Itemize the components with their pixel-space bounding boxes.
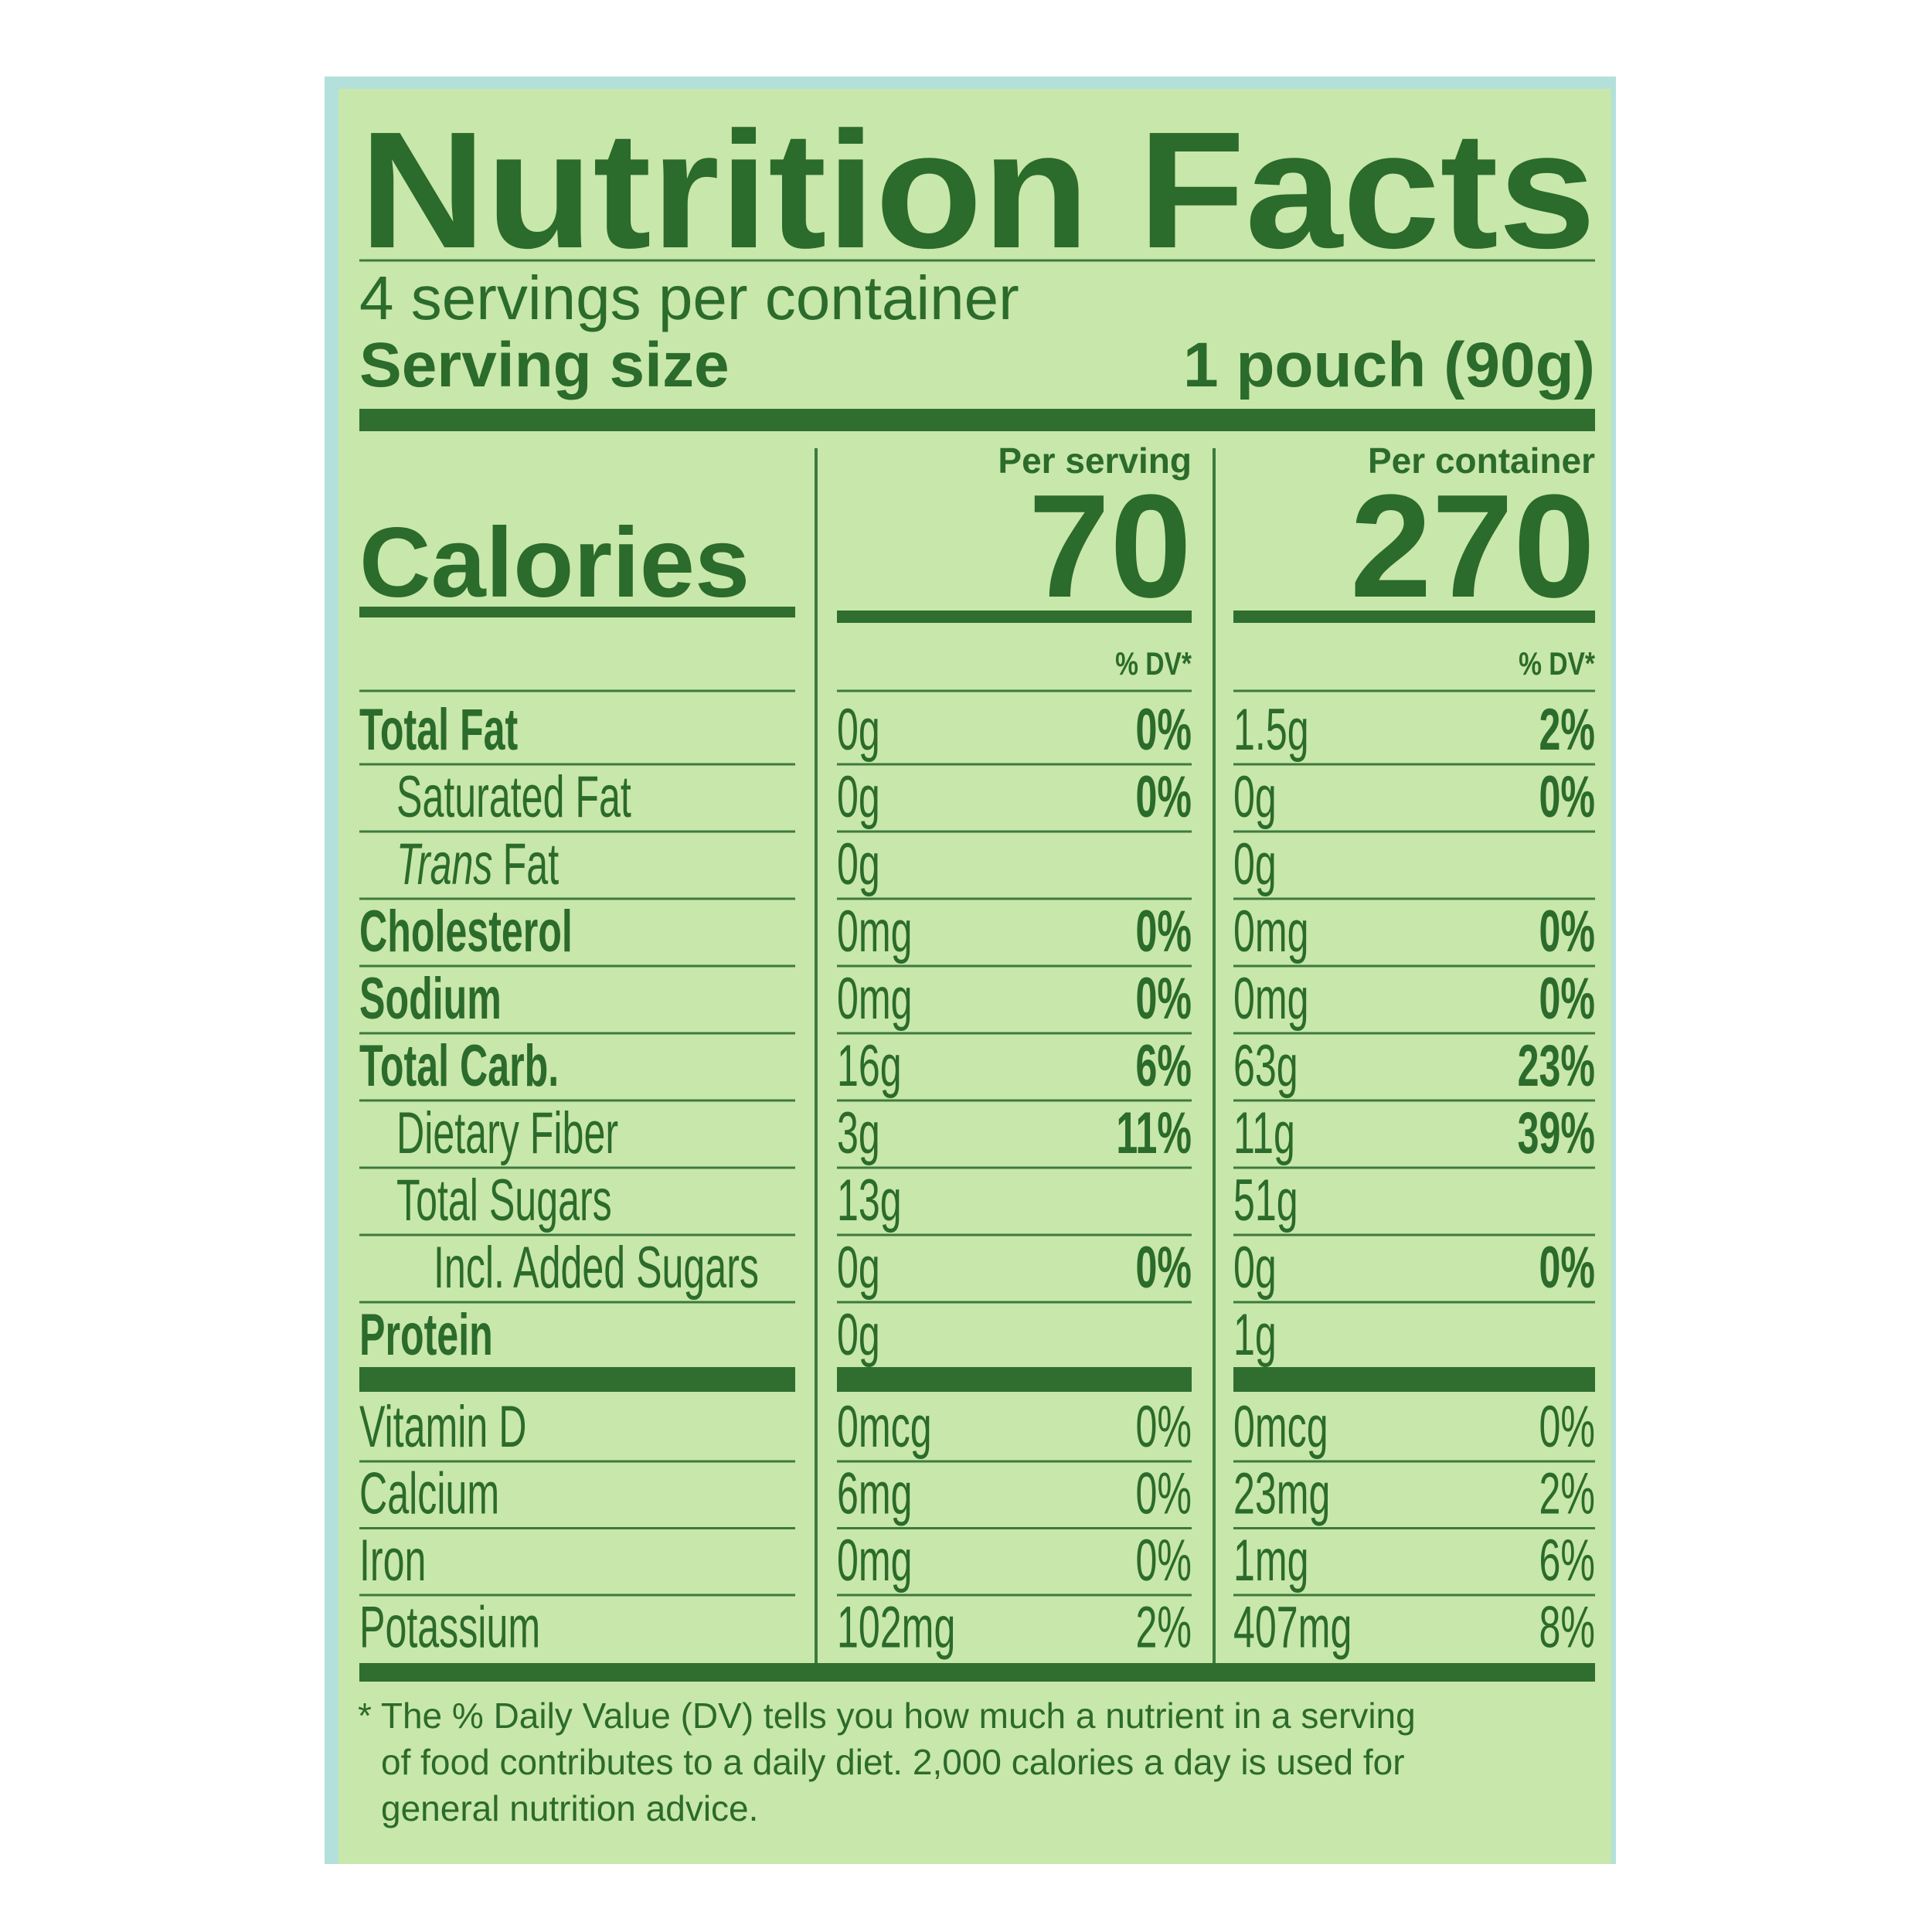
amount: 11g — [1233, 1100, 1295, 1166]
calories-label: Calories — [359, 508, 750, 618]
amount: 0g — [1233, 832, 1277, 897]
servings: 4 servings per container — [359, 264, 1019, 332]
thick-rule — [837, 1367, 1192, 1392]
daily-value: 0% — [1136, 1528, 1192, 1594]
calories-rule — [359, 607, 795, 617]
daily-value: 2% — [1539, 1461, 1595, 1526]
calories-value: 270 — [1350, 464, 1595, 628]
nutrient-name: Vitamin D — [359, 1394, 526, 1460]
amount: 0g — [1233, 1235, 1277, 1301]
amount: 0mcg — [837, 1394, 932, 1460]
amount: 1g — [1233, 1302, 1277, 1368]
amount: 0g — [837, 832, 880, 897]
nutrient-name: Calcium — [359, 1461, 499, 1526]
amount: 13g — [837, 1168, 902, 1233]
daily-value: 6% — [1539, 1528, 1595, 1594]
calories-value: 70 — [1029, 464, 1192, 628]
panel — [338, 89, 1611, 1864]
title: Nutrition Facts — [359, 97, 1596, 283]
amount: 3g — [837, 1100, 880, 1166]
nutrient-name: Protein — [359, 1302, 493, 1368]
amount: 23mg — [1233, 1461, 1330, 1526]
amount: 1.5g — [1233, 697, 1309, 763]
daily-value: 0% — [1136, 1461, 1192, 1526]
amount: 0g — [837, 1235, 880, 1301]
thick-rule — [359, 1367, 795, 1392]
nutrient-name: Incl. Added Sugars — [434, 1235, 759, 1301]
nutrient-name: Total Carb. — [359, 1033, 559, 1099]
nutrient-name: Total Sugars — [396, 1168, 612, 1233]
daily-value: 0% — [1539, 1235, 1595, 1301]
daily-value: 0% — [1136, 1235, 1192, 1301]
daily-value: 0% — [1539, 1394, 1595, 1460]
thick-rule — [359, 409, 1595, 431]
daily-value: 2% — [1136, 1594, 1192, 1660]
serving-size: 1 pouch (90g) — [1183, 330, 1595, 400]
daily-value: 11% — [1116, 1100, 1192, 1166]
amount: 0g — [837, 764, 880, 830]
daily-value: 0% — [1539, 899, 1595, 964]
nutrient-name-rest: Fat — [503, 832, 560, 897]
italic-name: Trans — [396, 832, 492, 897]
calories-rule — [837, 611, 1192, 623]
nutrient-name: Total Fat — [359, 697, 518, 763]
amount: 0g — [837, 1302, 880, 1368]
nutrient-name: Sodium — [359, 966, 502, 1032]
daily-value: 39% — [1518, 1100, 1595, 1166]
serving-size-label: Serving size — [359, 330, 730, 400]
calories-rule — [1233, 611, 1595, 623]
daily-value: 0% — [1539, 966, 1595, 1032]
daily-value: 0% — [1136, 764, 1192, 830]
daily-value: 0% — [1136, 966, 1192, 1032]
column-header: Per serving — [998, 440, 1192, 481]
amount: 102mg — [837, 1594, 955, 1660]
nutrient-name: Cholesterol — [359, 899, 573, 964]
amount: 6mg — [837, 1461, 913, 1526]
amount: 0mg — [837, 1528, 913, 1594]
footnote: general nutrition advice. — [381, 1788, 758, 1828]
amount: 1mg — [1233, 1528, 1309, 1594]
amount: 0mcg — [1233, 1394, 1328, 1460]
daily-value: 23% — [1518, 1033, 1595, 1099]
daily-value: 0% — [1136, 697, 1192, 763]
nutrient-name: Iron — [359, 1528, 426, 1594]
dv-header: % DV* — [1519, 647, 1595, 682]
nutrient-name: Trans Fat — [396, 832, 559, 897]
amount: 16g — [837, 1033, 902, 1099]
daily-value: 0% — [1539, 764, 1595, 830]
thick-rule — [359, 1663, 1595, 1682]
amount: 0mg — [1233, 966, 1309, 1032]
nutrient-name: Potassium — [359, 1594, 540, 1660]
column-header: Per container — [1368, 440, 1595, 481]
daily-value: 8% — [1539, 1594, 1595, 1660]
amount: 0g — [837, 697, 880, 763]
amount: 407mg — [1233, 1594, 1352, 1660]
footnote: * The % Daily Value (DV) tells you how m… — [358, 1696, 1416, 1736]
nutrient-name: Saturated Fat — [396, 764, 631, 830]
dv-header: % DV* — [1115, 647, 1192, 682]
daily-value: 0% — [1136, 1394, 1192, 1460]
amount: 0mg — [837, 899, 913, 964]
thick-rule — [1233, 1367, 1595, 1392]
amount: 63g — [1233, 1033, 1298, 1099]
amount: 0mg — [837, 966, 913, 1032]
daily-value: 0% — [1136, 899, 1192, 964]
daily-value: 2% — [1539, 697, 1595, 763]
daily-value: 6% — [1136, 1033, 1192, 1099]
nutrient-name: Dietary Fiber — [396, 1100, 618, 1166]
footnote: of food contributes to a daily diet. 2,0… — [381, 1742, 1405, 1782]
amount: 0mg — [1233, 899, 1309, 964]
amount: 51g — [1233, 1168, 1298, 1233]
amount: 0g — [1233, 764, 1277, 830]
